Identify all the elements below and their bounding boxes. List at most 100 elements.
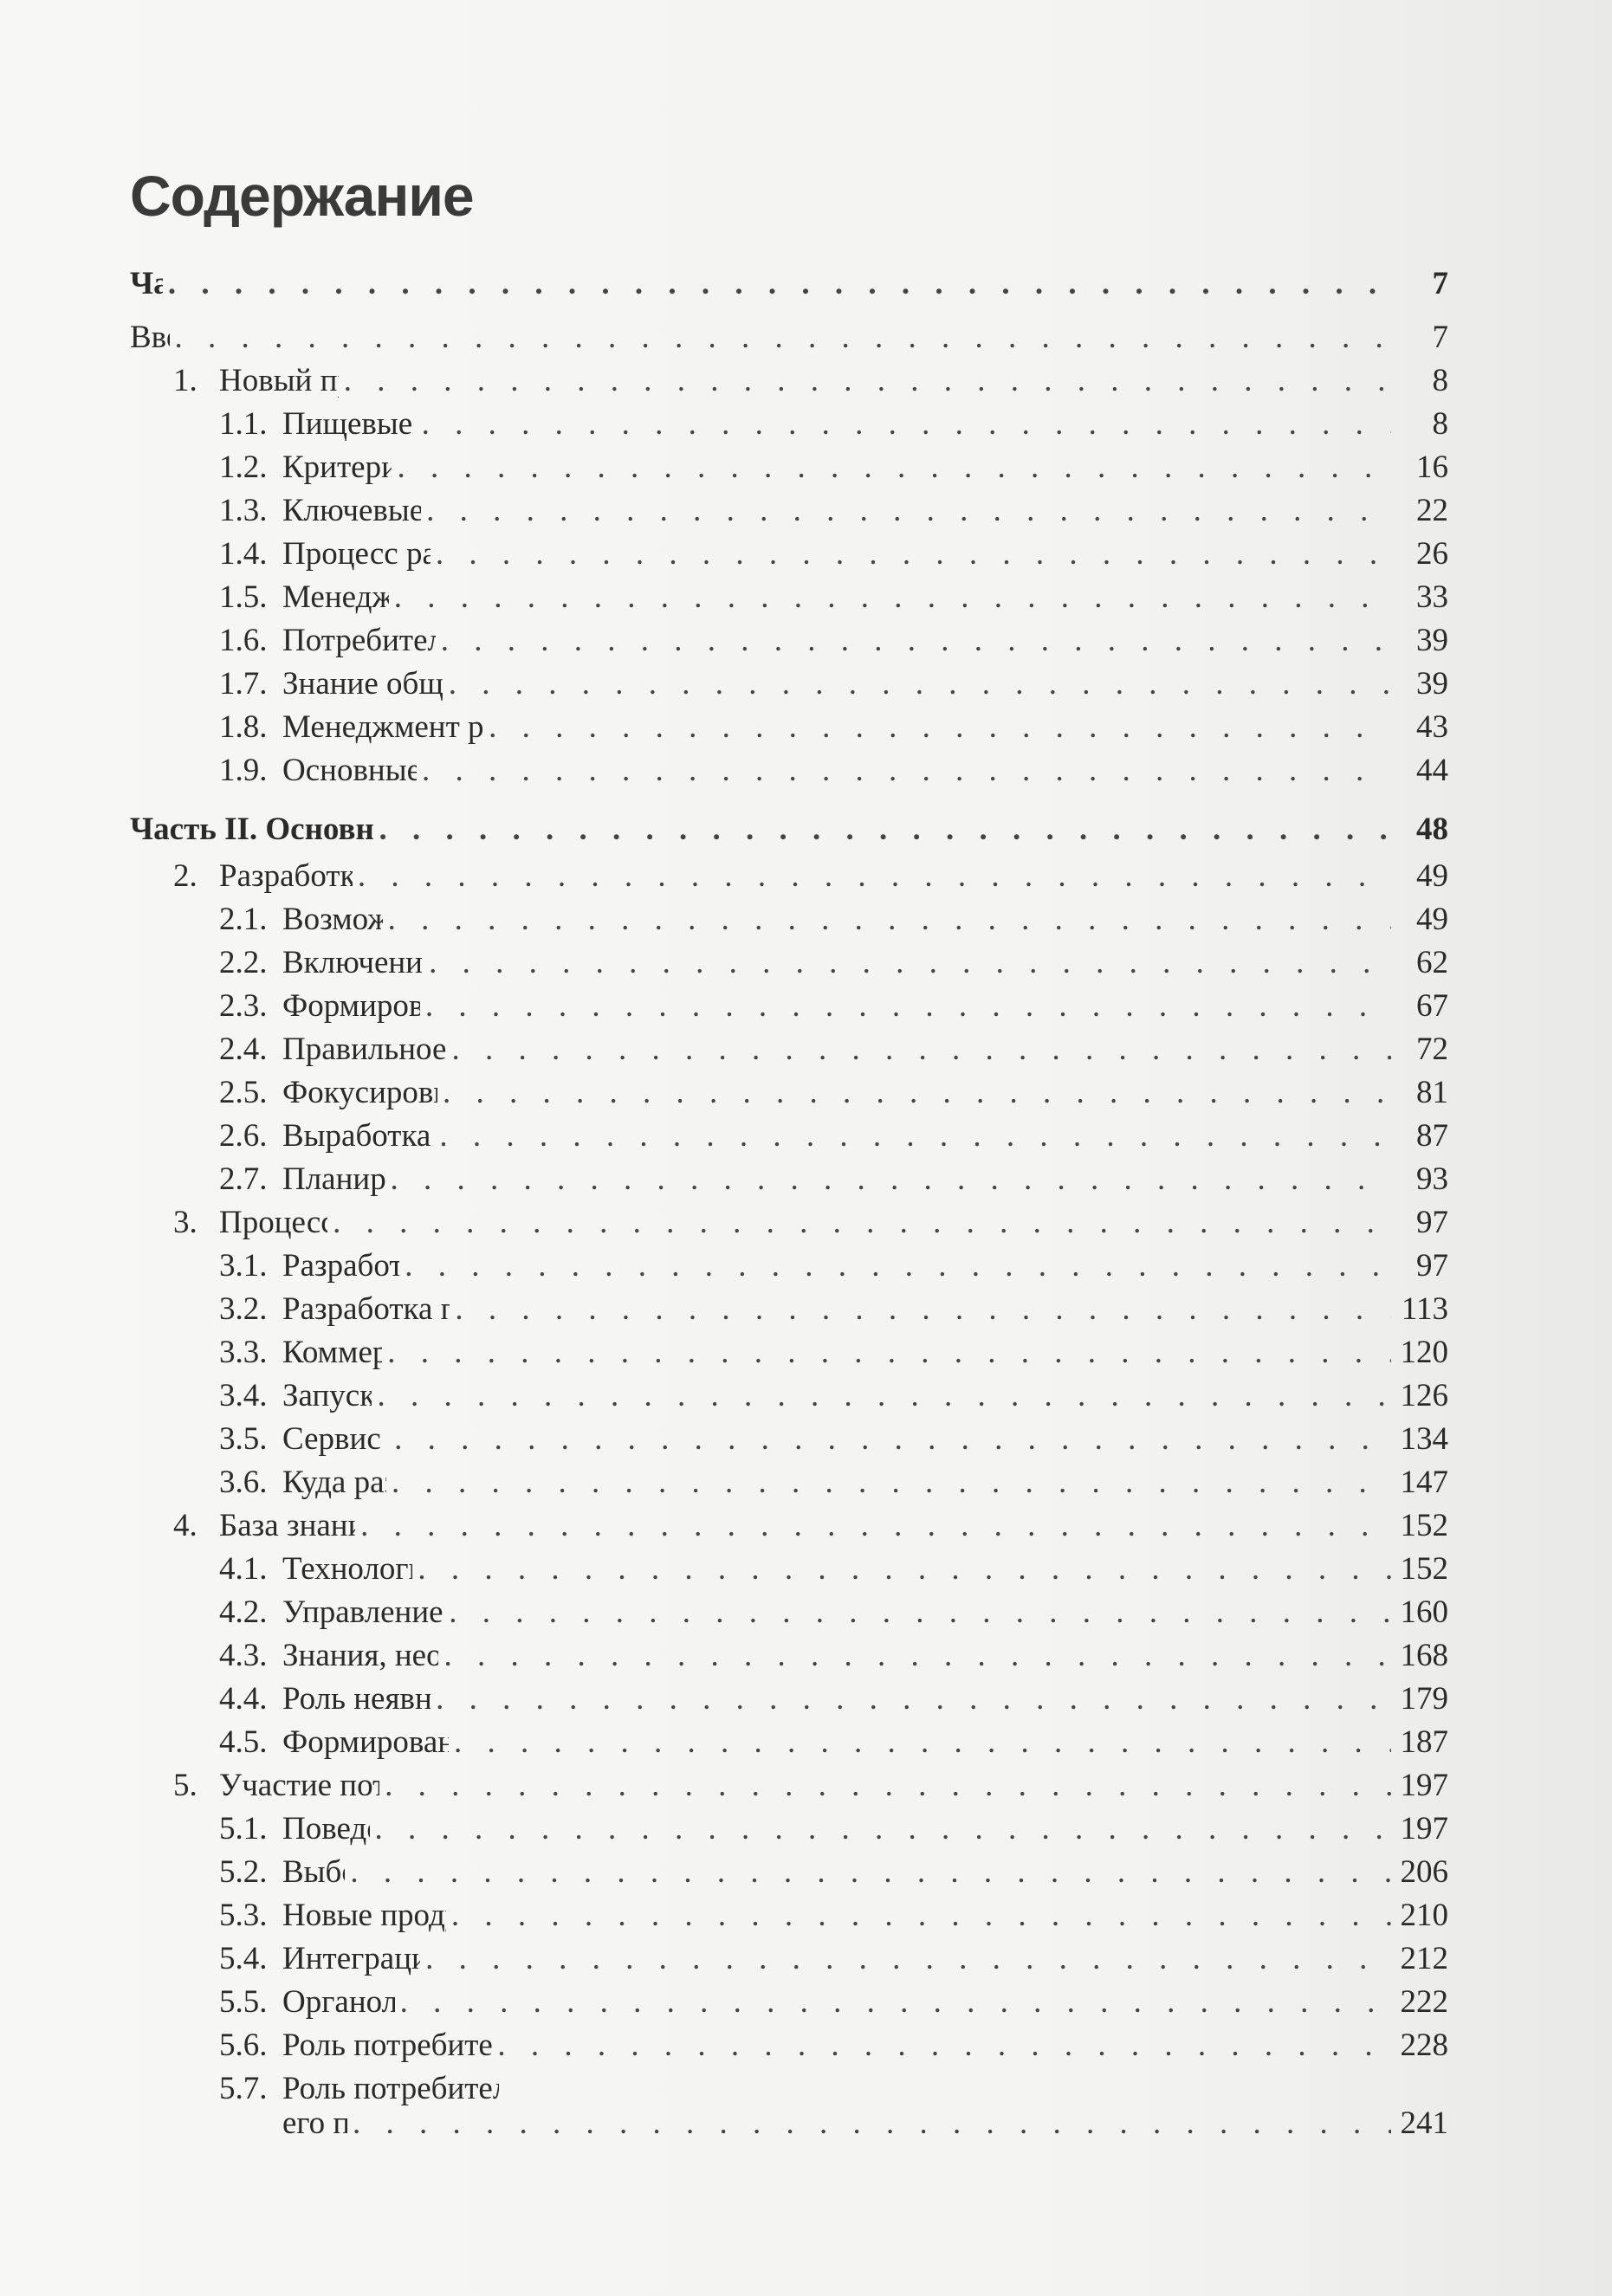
dot-leader: . . . . . . . . . . . . . . . . . . . . …	[390, 1161, 1391, 1197]
entry-number: 4.1.	[219, 1551, 268, 1587]
entry-number: 5.2.	[219, 1854, 268, 1890]
entry-title-continuation: его производства»	[282, 2105, 347, 2141]
entry-number: 1.9.	[219, 753, 268, 788]
entry-title: Сервис в разработке продуктов	[282, 1421, 389, 1457]
toc-entry: 2.6. Выработка стратегии по разработке пр…	[130, 1112, 1448, 1155]
entry-title: Поведение потребителей	[282, 1811, 370, 1847]
dot-leader: . . . . . . . . . . . . . . . . . . . . …	[454, 1724, 1391, 1760]
entry-number: 1.8.	[219, 709, 268, 745]
dot-leader: . . . . . . . . . . . . . . . . . . . . …	[333, 1205, 1391, 1240]
entry-title: Разработка продуктовой стратегии	[282, 1248, 400, 1284]
entry-number: 3.2.	[219, 1291, 268, 1327]
dot-leader: . . . . . . . . . . . . . . . . . . . . …	[360, 1508, 1391, 1543]
entry-page: 152	[1400, 1551, 1449, 1587]
toc-entry: 4.4. Роль неявных знаний в разработке про…	[130, 1675, 1448, 1718]
entry-page: 212	[1400, 1941, 1449, 1976]
dot-leader: . . . . . . . . . . . . . . . . . . . . …	[436, 1681, 1391, 1717]
dot-leader: . . . . . . . . . . . . . . . . . . . . …	[448, 666, 1391, 702]
entry-title: Фокусировка программы разработки продукт…	[282, 1075, 437, 1110]
entry-page: 81	[1416, 1075, 1448, 1110]
entry-title: Планирование программы РП	[282, 1161, 385, 1197]
entry-title: Пищевые продукты – основа инноваций	[282, 406, 417, 442]
toc-entry: 1.7. Знание общества, промышленности и те…	[130, 660, 1448, 703]
toc-entry: Введение . . . . . . . . . . . . . . . .…	[130, 314, 1448, 357]
entry-title: Выработка стратегии по разработке продук…	[282, 1118, 434, 1154]
entry-page: 97	[1416, 1205, 1448, 1240]
dot-leader: . . . . . . . . . . . . . . . . . . . . …	[391, 1465, 1391, 1500]
entry-page: 168	[1400, 1638, 1449, 1673]
entry-number: 5.3.	[219, 1898, 268, 1933]
dot-leader: . . . . . . . . . . . . . . . . . . . . …	[497, 2028, 1391, 2063]
entry-title: Новые продукты и отношение к ним потреби…	[282, 1898, 446, 1933]
entry-page: 7	[1432, 320, 1449, 355]
entry-title: Разработка продукта и технологии его про…	[282, 1291, 450, 1327]
entry-title: База знаний для разработки продуктов	[219, 1508, 355, 1543]
entry-number: 1.7.	[219, 666, 268, 702]
entry-number: 1.4.	[219, 536, 268, 572]
entry-title: Процесс разработки продукта: основа успе…	[282, 536, 431, 572]
dot-leader: . . . . . . . . . . . . . . . . . . . . …	[418, 1551, 1391, 1587]
entry-title: Знание общества, промышленности и технол…	[282, 666, 443, 702]
dot-leader: . . . . . . . . . . . . . . . . . . . . …	[174, 320, 1391, 355]
entry-number: 1.3.	[219, 493, 268, 528]
entry-page: 126	[1400, 1378, 1449, 1413]
entry-title: Запуск продукта и оценка	[282, 1378, 372, 1413]
entry-number: 1.1.	[219, 406, 268, 442]
entry-page: 210	[1400, 1898, 1449, 1933]
entry-number: 3.4.	[219, 1378, 268, 1413]
dot-leader: . . . . . . . . . . . . . . . . . . . . …	[450, 1898, 1391, 1933]
toc-entry: 3.4. Запуск продукта и оценка . . . . . .…	[130, 1372, 1448, 1415]
entry-title: Часть II. Основные требования к успешной…	[130, 812, 374, 847]
dot-leader: . . . . . . . . . . . . . . . . . . . . …	[399, 1984, 1391, 2020]
entry-number: 2.2.	[219, 945, 268, 980]
entry-number: 4.	[173, 1508, 197, 1543]
entry-number: 5.5.	[219, 1984, 268, 2020]
entry-page: 113	[1401, 1291, 1448, 1327]
dot-leader: . . . . . . . . . . . . . . . . . . . . …	[424, 988, 1391, 1024]
entry-page: 39	[1416, 623, 1448, 658]
dot-leader: . . . . . . . . . . . . . . . . . . . . …	[451, 1032, 1391, 1067]
dot-leader: . . . . . . . . . . . . . . . . . . . . …	[387, 1335, 1391, 1370]
toc-entry: 2.4. Правильное исполнение инновационной …	[130, 1025, 1448, 1069]
entry-page: 187	[1400, 1724, 1449, 1760]
dot-leader: . . . . . . . . . . . . . . . . . . . . …	[439, 1118, 1391, 1154]
dot-leader: . . . . . . . . . . . . . . . . . . . . …	[426, 493, 1391, 528]
toc-entry: 3.3. Коммерциализация продукта . . . . . …	[130, 1329, 1448, 1372]
toc-entry: 2.3. Формирование инновационной стратегии…	[130, 982, 1448, 1025]
toc-entry: 4.3. Знания, необходимые для разработки п…	[130, 1632, 1448, 1675]
toc-entry: 1.3. Ключевые факторы успешности продукта…	[130, 487, 1448, 530]
dot-leader: . . . . . . . . . . . . . . . . . . . . …	[352, 2105, 1391, 2141]
dot-leader: . . . . . . . . . . . . . . . . . . . . …	[455, 1291, 1391, 1327]
entry-page: 179	[1400, 1681, 1449, 1717]
toc-entry: 2.5. Фокусировка программы разработки про…	[130, 1069, 1448, 1112]
entry-number: 1.6.	[219, 623, 268, 658]
entry-number: 3.6.	[219, 1465, 268, 1500]
dot-leader: . . . . . . . . . . . . . . . . . . . . …	[489, 709, 1391, 745]
entry-page: 39	[1416, 666, 1448, 702]
entry-number: 5.7.	[219, 2071, 268, 2106]
toc-entry: 4. База знаний для разработки продуктов .…	[130, 1502, 1448, 1545]
entry-page: 87	[1416, 1118, 1448, 1154]
toc-entry: 1.2. Критерии успешности продукта . . . .…	[130, 443, 1448, 487]
dot-leader: . . . . . . . . . . . . . . . . . . . . …	[405, 1248, 1391, 1284]
entry-number: 5.1.	[219, 1811, 268, 1847]
entry-number: 5.6.	[219, 2028, 268, 2063]
dot-leader: . . . . . . . . . . . . . . . . . . . . …	[425, 1941, 1391, 1976]
toc-entry: 4.2. Управление знаниями или навигация по…	[130, 1588, 1448, 1632]
entry-page: 43	[1416, 709, 1448, 745]
entry-number: 2.6.	[219, 1118, 268, 1154]
toc-entry: 4.5. Формирование знаний в ходе разработк…	[130, 1718, 1448, 1762]
entry-title: Часть I	[130, 266, 163, 301]
toc-entry: 5.2. Выбор продуктов . . . . . . . . . . …	[130, 1848, 1448, 1892]
entry-title: Технология, знания и пищевая система	[282, 1551, 412, 1587]
toc-entry: 2.2. Включение инноваций в бизнес-стратег…	[130, 939, 1448, 982]
entry-number: 2.1.	[219, 902, 268, 937]
entry-title: Разработка инновационной стратегии	[219, 858, 353, 894]
toc-entry: 5. Участие потребителей в разработке прод…	[130, 1762, 1448, 1805]
entry-number: 4.5.	[219, 1724, 268, 1760]
dot-leader: . . . . . . . . . . . . . . . . . . . . …	[385, 1768, 1391, 1803]
entry-title: Куда развивается процесс РП?	[282, 1465, 386, 1500]
toc-entry: 3.5. Сервис в разработке продуктов . . . …	[130, 1415, 1448, 1458]
entry-page: 44	[1416, 753, 1448, 788]
entry-page: 72	[1416, 1032, 1448, 1067]
